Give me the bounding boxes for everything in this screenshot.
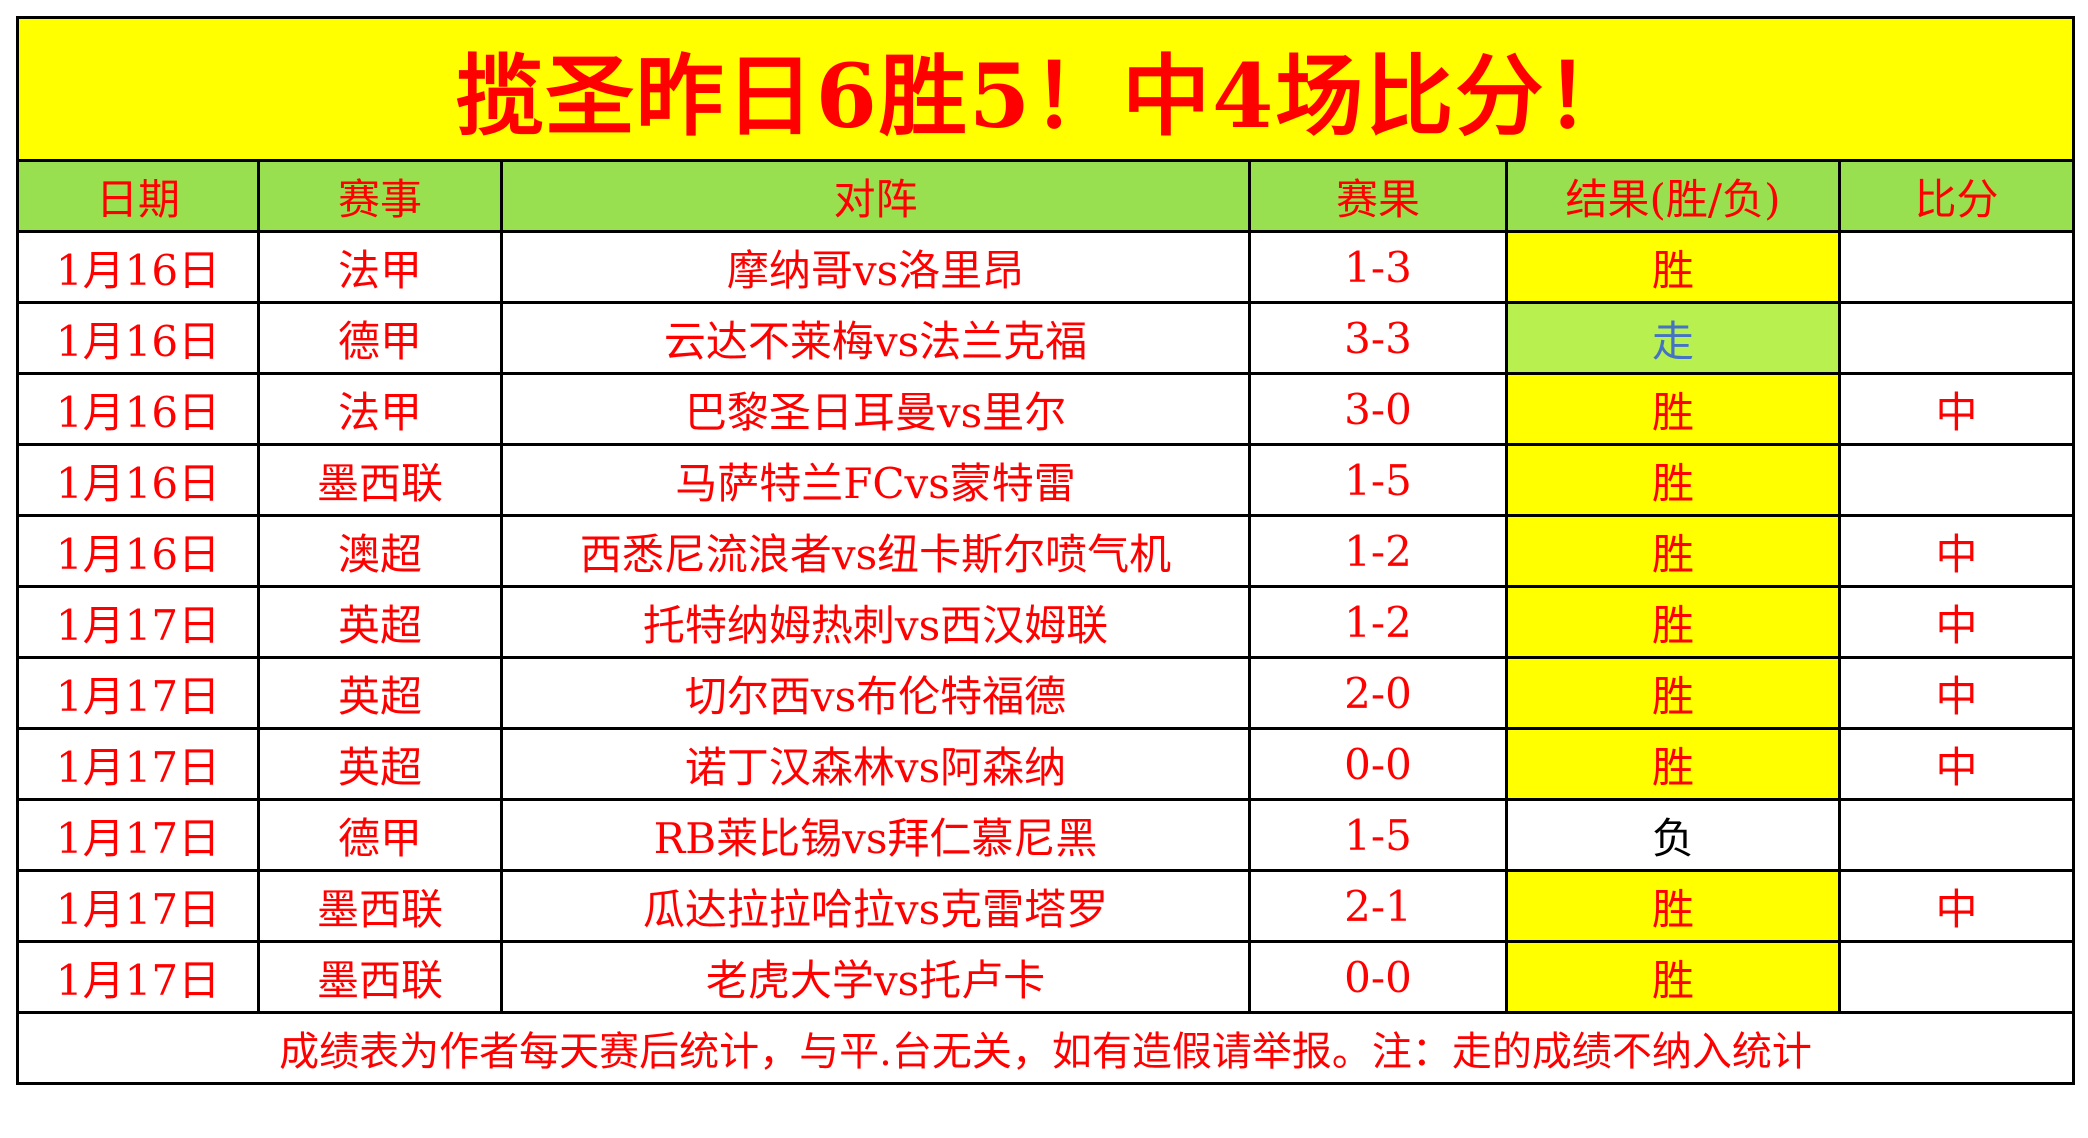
header-score: 赛果 <box>1248 159 1508 233</box>
cell-league: 法甲 <box>257 372 503 446</box>
cell-hit <box>1837 798 2076 872</box>
cell-date: 1月17日 <box>16 585 260 659</box>
cell-score: 2-1 <box>1248 869 1508 943</box>
cell-match: 马萨特兰FCvs蒙特雷 <box>500 443 1251 517</box>
cell-league: 英超 <box>257 585 503 659</box>
footer-note: 成绩表为作者每天赛后统计，与平.台无关，如有造假请举报。注：走的成绩不纳入统计 <box>15 1011 2076 1085</box>
cell-result: 胜 <box>1505 514 1841 588</box>
results-table: 揽圣昨日6胜5！中4场比分！ 日期 赛事 对阵 赛果 结果(胜/负) 比分 1月… <box>15 16 2076 1085</box>
page-title: 揽圣昨日6胜5！中4场比分！ <box>15 16 2076 162</box>
cell-result: 胜 <box>1505 443 1841 517</box>
cell-hit: 中 <box>1837 656 2076 730</box>
cell-match: RB莱比锡vs拜仁慕尼黑 <box>500 798 1251 872</box>
cell-league: 墨西联 <box>257 869 503 943</box>
cell-league: 墨西联 <box>257 940 503 1014</box>
cell-date: 1月16日 <box>16 230 260 304</box>
table-row: 1月17日 德甲 RB莱比锡vs拜仁慕尼黑 1-5 负 <box>16 798 2076 872</box>
table-row: 1月16日 澳超 西悉尼流浪者vs纽卡斯尔喷气机 1-2 胜中 <box>16 514 2076 588</box>
cell-league: 英超 <box>257 727 503 801</box>
cell-score: 1-2 <box>1248 514 1508 588</box>
table-row: 1月17日 英超 托特纳姆热刺vs西汉姆联 1-2 胜中 <box>16 585 2076 659</box>
header-match: 对阵 <box>500 159 1251 233</box>
table-row: 1月16日 法甲 摩纳哥vs洛里昂 1-3 胜 <box>16 230 2076 304</box>
cell-score: 3-3 <box>1248 301 1508 375</box>
cell-league: 德甲 <box>257 301 503 375</box>
cell-date: 1月17日 <box>16 940 260 1014</box>
table-row: 1月17日 墨西联 老虎大学vs托卢卡 0-0 胜 <box>16 940 2076 1014</box>
cell-hit: 中 <box>1837 869 2076 943</box>
cell-date: 1月17日 <box>16 798 260 872</box>
cell-result: 走 <box>1505 301 1841 375</box>
cell-league: 英超 <box>257 656 503 730</box>
cell-score: 3-0 <box>1248 372 1508 446</box>
cell-match: 托特纳姆热刺vs西汉姆联 <box>500 585 1251 659</box>
cell-match: 云达不莱梅vs法兰克福 <box>500 301 1251 375</box>
cell-hit: 中 <box>1837 727 2076 801</box>
table-row: 1月16日 法甲 巴黎圣日耳曼vs里尔 3-0 胜中 <box>16 372 2076 446</box>
cell-hit: 中 <box>1837 372 2076 446</box>
cell-match: 西悉尼流浪者vs纽卡斯尔喷气机 <box>500 514 1251 588</box>
header-result: 结果(胜/负) <box>1505 159 1841 233</box>
cell-hit: 中 <box>1837 585 2076 659</box>
cell-score: 0-0 <box>1248 940 1508 1014</box>
cell-score: 1-2 <box>1248 585 1508 659</box>
cell-date: 1月17日 <box>16 656 260 730</box>
cell-score: 0-0 <box>1248 727 1508 801</box>
table-row: 1月17日 墨西联 瓜达拉拉哈拉vs克雷塔罗 2-1 胜中 <box>16 869 2076 943</box>
cell-date: 1月16日 <box>16 514 260 588</box>
cell-hit <box>1837 230 2076 304</box>
cell-match: 诺丁汉森林vs阿森纳 <box>500 727 1251 801</box>
table-row: 1月16日 德甲 云达不莱梅vs法兰克福 3-3 走 <box>16 301 2076 375</box>
cell-match: 切尔西vs布伦特福德 <box>500 656 1251 730</box>
cell-score: 1-5 <box>1248 798 1508 872</box>
cell-league: 墨西联 <box>257 443 503 517</box>
cell-result: 胜 <box>1505 230 1841 304</box>
cell-league: 澳超 <box>257 514 503 588</box>
cell-date: 1月17日 <box>16 869 260 943</box>
header-row: 日期 赛事 对阵 赛果 结果(胜/负) 比分 <box>16 159 2076 233</box>
table-row: 1月16日 墨西联 马萨特兰FCvs蒙特雷 1-5 胜 <box>16 443 2076 517</box>
cell-match: 摩纳哥vs洛里昂 <box>500 230 1251 304</box>
cell-hit <box>1837 301 2076 375</box>
cell-date: 1月16日 <box>16 443 260 517</box>
table-row: 1月17日 英超 诺丁汉森林vs阿森纳 0-0 胜中 <box>16 727 2076 801</box>
header-league: 赛事 <box>257 159 503 233</box>
cell-league: 法甲 <box>257 230 503 304</box>
cell-match: 老虎大学vs托卢卡 <box>500 940 1251 1014</box>
header-date: 日期 <box>16 159 260 233</box>
cell-date: 1月16日 <box>16 372 260 446</box>
cell-date: 1月17日 <box>16 727 260 801</box>
cell-hit <box>1837 940 2076 1014</box>
cell-result: 负 <box>1505 798 1841 872</box>
cell-result: 胜 <box>1505 585 1841 659</box>
table-row: 1月17日 英超 切尔西vs布伦特福德 2-0 胜中 <box>16 656 2076 730</box>
header-hit: 比分 <box>1837 159 2076 233</box>
cell-hit <box>1837 443 2076 517</box>
cell-league: 德甲 <box>257 798 503 872</box>
cell-result: 胜 <box>1505 869 1841 943</box>
cell-result: 胜 <box>1505 656 1841 730</box>
cell-hit: 中 <box>1837 514 2076 588</box>
cell-result: 胜 <box>1505 727 1841 801</box>
cell-result: 胜 <box>1505 372 1841 446</box>
cell-date: 1月16日 <box>16 301 260 375</box>
cell-score: 1-3 <box>1248 230 1508 304</box>
cell-match: 巴黎圣日耳曼vs里尔 <box>500 372 1251 446</box>
cell-score: 1-5 <box>1248 443 1508 517</box>
cell-result: 胜 <box>1505 940 1841 1014</box>
cell-match: 瓜达拉拉哈拉vs克雷塔罗 <box>500 869 1251 943</box>
cell-score: 2-0 <box>1248 656 1508 730</box>
